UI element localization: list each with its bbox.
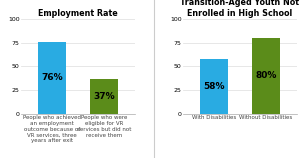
Title: Employment Rate Among
Transition-Aged Youth Not
Enrolled in High School: Employment Rate Among Transition-Aged Yo… [181,0,299,18]
Bar [252,38,280,114]
Text: 37%: 37% [93,92,115,101]
Bar [90,79,118,114]
Bar [200,59,228,114]
Text: 58%: 58% [203,82,225,91]
Title: Employment Rate: Employment Rate [38,9,118,18]
Bar [38,42,66,114]
Text: 80%: 80% [255,71,277,80]
Text: 76%: 76% [41,73,63,82]
